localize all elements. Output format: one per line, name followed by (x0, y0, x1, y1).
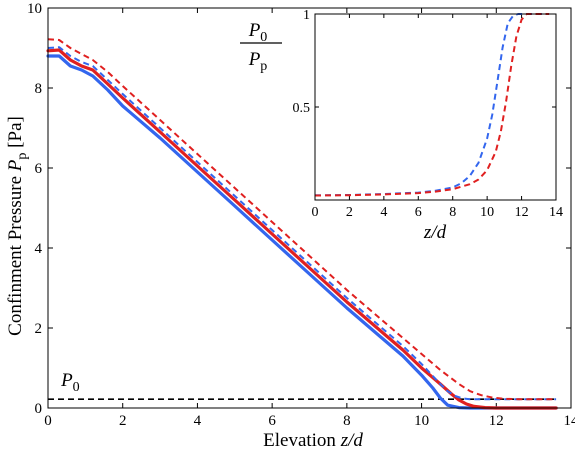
inset-series-group (314, 13, 550, 197)
x-tick-label: 12 (515, 205, 529, 220)
inset-y-axis-label: P0 Pp (240, 20, 282, 74)
svg-text:Pp: Pp (248, 49, 268, 74)
x-tick-label: 14 (564, 413, 575, 429)
x-tick-label: 4 (194, 413, 202, 429)
inset-chart: 0 2 4 6 8 10 12 14 0.51 z/d P0 Pp (240, 8, 563, 243)
inset-y-tick-labels: 0.51 (293, 8, 311, 116)
main-plot-frame (47, 7, 572, 409)
x-tick-label: 6 (415, 205, 422, 220)
x-tick-label: 8 (343, 413, 351, 429)
inset-x-tick-labels: 0 2 4 6 8 10 12 14 (312, 205, 564, 220)
y-tick-label: 2 (35, 321, 43, 337)
main-x-tick-labels: 0 2 4 6 8 10 12 14 (44, 413, 575, 429)
inset-background (315, 14, 556, 200)
series-line-1 (46, 48, 558, 410)
x-tick-label: 2 (346, 205, 353, 220)
main-x-axis-label: Elevation z/d (263, 430, 363, 451)
svg-text:P0: P0 (248, 20, 268, 45)
x-tick-label: 10 (480, 205, 494, 220)
main-y-axis-label: Confinment Pressure Pp [Pa] (5, 116, 30, 336)
y-tick-label: 0.5 (293, 101, 311, 116)
main-series-group (46, 38, 558, 410)
inset-x-axis-label: z/d (423, 222, 447, 243)
x-tick-label: 8 (449, 205, 456, 220)
y-tick-label: 1 (303, 8, 310, 23)
series-line-0 (46, 54, 558, 410)
y-tick-label: 10 (27, 1, 42, 17)
p0-annotation: P0 (60, 370, 80, 395)
x-tick-label: 14 (549, 205, 563, 220)
y-tick-label: 6 (35, 161, 43, 177)
x-tick-label: 0 (312, 205, 319, 220)
x-tick-label: 6 (268, 413, 276, 429)
y-tick-label: 8 (35, 81, 43, 97)
inset-plot-frame (314, 13, 557, 201)
main-y-tick-labels: 0 2 4 6 8 10 (27, 1, 43, 417)
series-line-1 (314, 13, 550, 197)
x-tick-label: 12 (489, 413, 504, 429)
y-tick-label: 0 (35, 401, 43, 417)
x-tick-label: 4 (380, 205, 387, 220)
x-tick-label: 2 (119, 413, 127, 429)
y-tick-label: 4 (35, 241, 43, 257)
series-line-2 (47, 46, 557, 401)
x-tick-label: 0 (44, 413, 52, 429)
x-tick-label: 10 (414, 413, 429, 429)
